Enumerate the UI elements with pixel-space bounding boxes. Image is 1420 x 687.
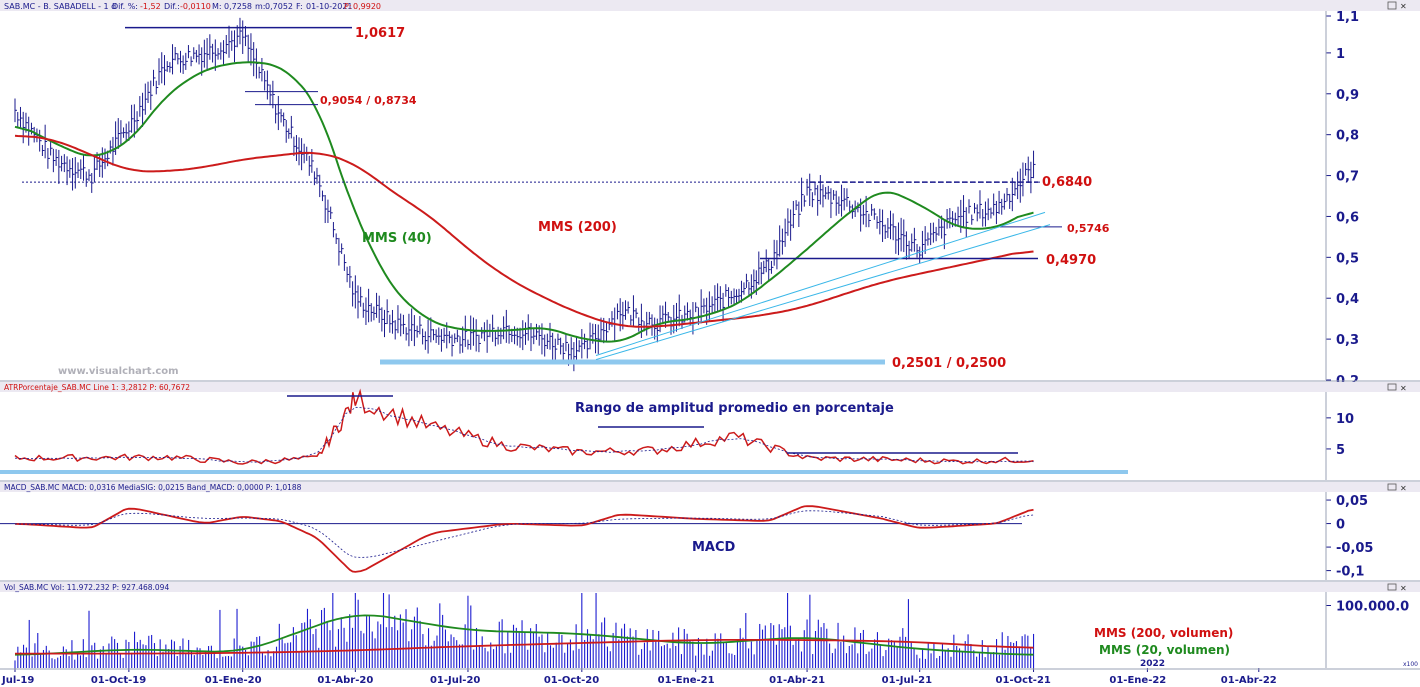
atr-tick-label: 5	[1336, 443, 1345, 458]
price-header-min-label: m:	[255, 2, 266, 11]
x-tick-label: 01-Jul-20	[430, 675, 480, 686]
macd-maximize-icon[interactable]	[1387, 483, 1397, 491]
price-tick-label: 0,3	[1336, 333, 1359, 348]
volume-header: Vol_SAB.MC Vol: 11.972.232 P: 927.468.09…	[4, 583, 169, 592]
sma200-line	[14, 134, 1034, 328]
x-tick-label: 01-Ene-22	[1109, 675, 1166, 686]
macd-line	[14, 505, 1034, 573]
annotation-resist: 0,6840	[1042, 175, 1092, 190]
price-plot	[14, 17, 1062, 372]
price-tick-label: 1,1	[1336, 10, 1359, 25]
price-tick-label: 0,6	[1336, 210, 1359, 225]
x-tick-label: 01-Ene-21	[658, 675, 715, 686]
price-header-m-value: 0,7258	[224, 2, 252, 11]
x-tick-label: 01-Jul-21	[882, 675, 932, 686]
macd-annotation: MACD	[692, 540, 736, 555]
atr-panel: ATRPorcentaje_SAB.MC Line 1: 3,2812 P: 6…	[0, 382, 1420, 474]
price-tick-label: 0,5	[1336, 251, 1359, 266]
macd-panel-header-bar	[0, 482, 1420, 492]
x-tick-label: 01-Oct-21	[996, 675, 1051, 686]
x-tick-label: 01-Ene-20	[205, 675, 262, 686]
volume-sma20-line	[14, 614, 1034, 656]
price-panel-header-bar	[0, 0, 1420, 11]
price-maximize-icon[interactable]	[1387, 1, 1397, 10]
price-tick-label: 0,7	[1336, 170, 1359, 185]
channel-upper-line	[595, 211, 1046, 356]
price-header-m-label: M:	[212, 2, 222, 11]
atr-y-axis: 10 5	[1326, 412, 1354, 458]
atr-tick-label: 10	[1336, 412, 1354, 427]
x-axis: Jul-19 01-Oct-19 01-Ene-20 01-Abr-20 01-Jul-…	[1, 668, 1277, 686]
macd-close-icon[interactable]: ✕	[1400, 484, 1407, 493]
volume-close-icon[interactable]: ✕	[1400, 584, 1407, 593]
volume-sma200-line	[15, 639, 1034, 655]
year-2022-label: 2022	[1140, 659, 1165, 669]
x-tick-label: 01-Abr-20	[317, 675, 373, 686]
sma40-line	[14, 61, 1034, 343]
annotation-low: 0,2501 / 0,2500	[892, 356, 1006, 371]
annotation-sma200: MMS (200)	[538, 220, 617, 235]
macd-plot	[0, 505, 1034, 573]
annotation-retrace: 0,9054 / 0,8734	[320, 94, 417, 107]
annotation-support: 0,4970	[1046, 253, 1096, 268]
annotation-channel-level: 0,5746	[1067, 222, 1110, 235]
annotation-sma40: MMS (40)	[362, 231, 432, 246]
annotation-high: 1,0617	[355, 26, 405, 41]
atr-close-icon[interactable]: ✕	[1400, 384, 1407, 393]
volume-annotation-sma20: MMS (20, volumen)	[1099, 643, 1230, 657]
macd-header: MACD_SAB.MC MACD: 0,0316 MediaSIG: 0,021…	[4, 483, 302, 492]
atr-maximize-icon[interactable]	[1387, 383, 1397, 391]
price-close-icon[interactable]: ✕	[1400, 2, 1407, 11]
volume-tick-label: 100.000.0	[1336, 600, 1409, 615]
price-panel: SAB.MC - B. SABADELL - 1 d Dif. %: -1,52…	[0, 0, 1420, 389]
x-tick-label: 01-Abr-21	[769, 675, 825, 686]
atr-signal-line	[14, 406, 1034, 463]
price-header-date-label: F:	[296, 2, 303, 11]
volume-plot	[14, 593, 1035, 668]
macd-tick-label: 0,05	[1336, 494, 1368, 509]
macd-panel: MACD_SAB.MC MACD: 0,0316 MediaSIG: 0,021…	[0, 482, 1420, 580]
x-tick-label: Jul-19	[1, 675, 34, 686]
watermark: www.visualchart.com	[58, 366, 179, 377]
atr-header: ATRPorcentaje_SAB.MC Line 1: 3,2812 P: 6…	[4, 383, 190, 392]
volume-panel-header-bar	[0, 582, 1420, 592]
price-header-dif2-value: -0,0110	[180, 2, 211, 11]
price-header-dif2-label: Dif.:	[164, 2, 180, 11]
x-tick-label: 01-Oct-19	[91, 675, 146, 686]
x-tick-label: 01-Oct-20	[544, 675, 599, 686]
price-tick-label: 0,4	[1336, 292, 1359, 307]
price-header-date-value: 01-10-2021	[306, 2, 353, 11]
atr-annotation: Rango de amplitud promedio en porcentaje	[575, 401, 894, 416]
atr-plot	[0, 388, 1128, 474]
macd-signal-line	[14, 510, 1034, 558]
channel-lower-line	[595, 224, 1051, 361]
price-header-min-value: 0,7052	[265, 2, 293, 11]
price-header-price-value: 0,9920	[353, 2, 381, 11]
price-header-price-label: P:	[344, 2, 352, 11]
volume-maximize-icon[interactable]	[1387, 583, 1397, 591]
price-tick-label: 0,9	[1336, 88, 1359, 103]
atr-panel-header-bar	[0, 382, 1420, 392]
volume-annotation-sma200: MMS (200, volumen)	[1094, 626, 1233, 640]
price-header-symbol: SAB.MC - B. SABADELL - 1 d	[4, 2, 116, 11]
price-header-dif-value: -1,52	[140, 2, 161, 11]
macd-tick-label: -0,1	[1336, 565, 1364, 580]
macd-y-axis: 0,05 0 -0,05 -0,1	[1326, 494, 1373, 580]
price-header-dif-label: Dif. %:	[112, 2, 138, 11]
x-tick-label: 01-Abr-22	[1221, 675, 1277, 686]
macd-tick-label: 0	[1336, 518, 1345, 533]
volume-panel: Vol_SAB.MC Vol: 11.972.232 P: 927.468.09…	[0, 582, 1420, 669]
price-tick-label: 1	[1336, 47, 1345, 62]
volume-y-axis: 100.000.0	[1326, 600, 1409, 615]
axis-unit-label: x100	[1403, 661, 1418, 668]
price-tick-label: 0,8	[1336, 129, 1359, 144]
macd-tick-label: -0,05	[1336, 541, 1373, 556]
atr-line	[14, 388, 1034, 465]
